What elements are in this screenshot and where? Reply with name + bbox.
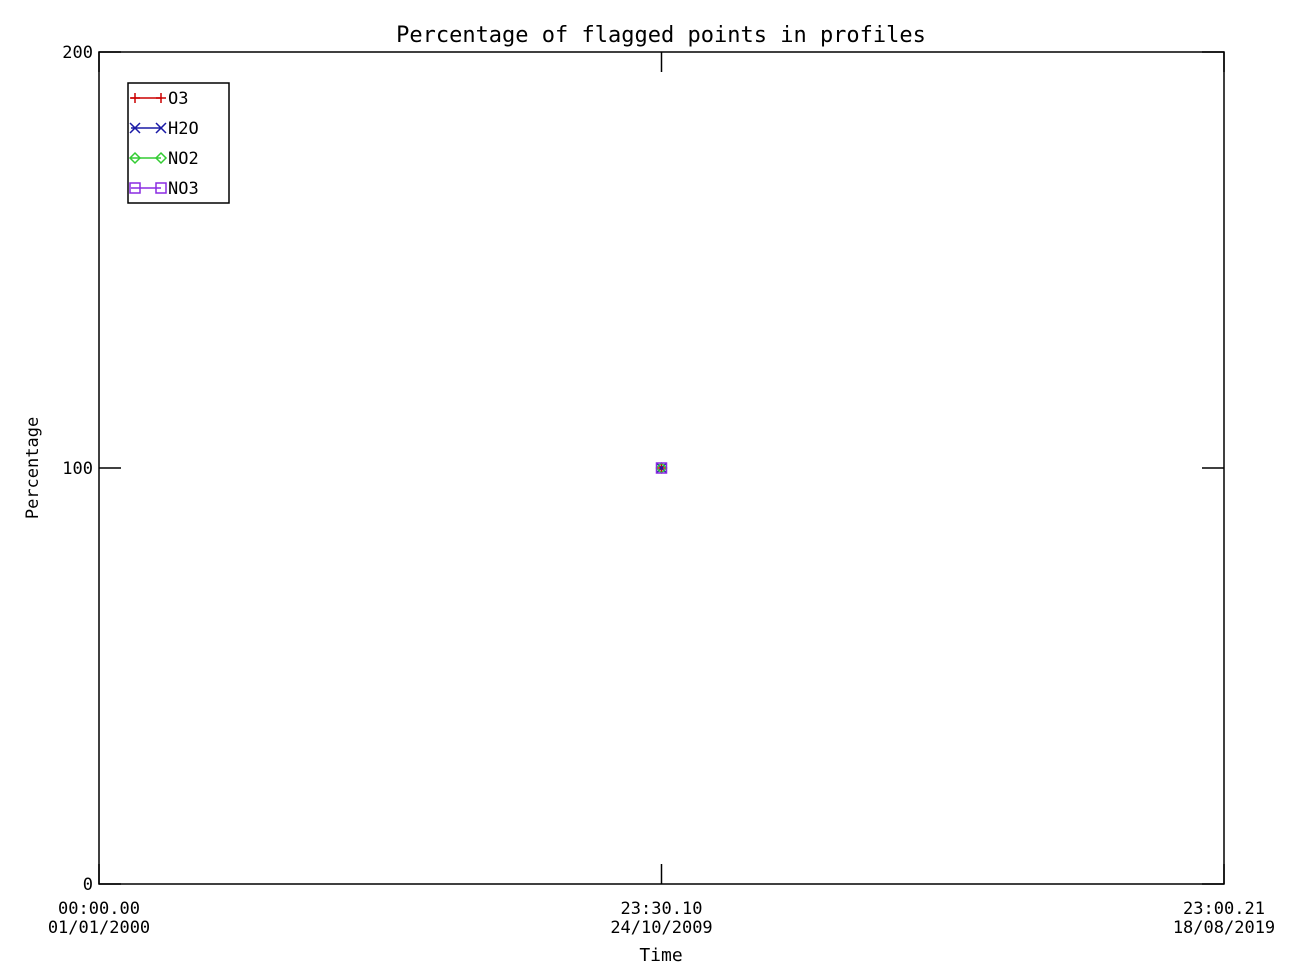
- marker-square: [129, 182, 141, 194]
- legend-item-no2: NO2: [128, 149, 199, 169]
- series-layer: [655, 461, 668, 475]
- marker-plus: [156, 93, 166, 103]
- x-tick-time: 23:00.21: [1183, 899, 1265, 919]
- marker-square: [655, 462, 668, 474]
- series-no3: [655, 462, 668, 474]
- y-tick-label: 0: [83, 875, 93, 895]
- x-tick-date: 24/10/2009: [610, 918, 712, 938]
- x-tick-date: 18/08/2019: [1173, 918, 1275, 938]
- x-tick-time: 00:00.00: [58, 899, 140, 919]
- marker-x: [655, 462, 668, 474]
- legend: O3 H2O NO2 NO3: [127, 82, 230, 204]
- legend-label: NO3: [168, 179, 199, 199]
- marker-diamond: [128, 151, 142, 165]
- y-axis: 0 100 200: [62, 43, 1224, 895]
- legend-box: [127, 82, 230, 204]
- marker-square: [155, 182, 167, 194]
- x-tick-time: 23:30.10: [621, 899, 703, 919]
- y-axis-label: Percentage: [23, 417, 43, 519]
- marker-x: [129, 122, 141, 134]
- x-axis-label: Time: [639, 945, 682, 966]
- legend-label: H2O: [168, 119, 199, 139]
- legend-item-o3: O3: [130, 89, 188, 109]
- chart-title: Percentage of flagged points in profiles: [396, 23, 926, 48]
- series-h2o: [655, 462, 668, 474]
- legend-label: NO2: [168, 149, 199, 169]
- y-tick-label: 200: [62, 43, 93, 63]
- legend-item-h2o: H2O: [129, 119, 199, 139]
- marker-x: [155, 122, 167, 134]
- marker-plus: [130, 93, 140, 103]
- legend-item-no3: NO3: [129, 179, 199, 199]
- y-tick-label: 100: [62, 459, 93, 479]
- legend-label: O3: [168, 89, 188, 109]
- marker-diamond: [154, 151, 168, 165]
- x-tick-date: 01/01/2000: [48, 918, 150, 938]
